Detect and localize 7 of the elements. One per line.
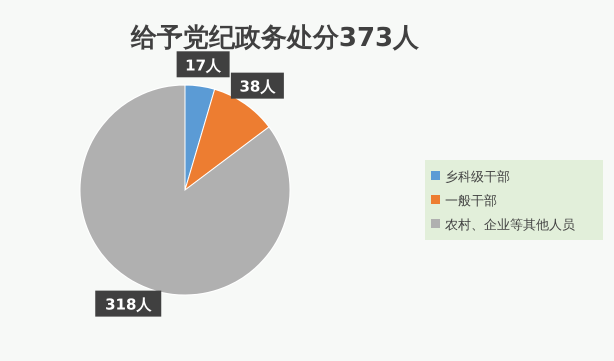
chart-title: 给予党纪政务处分373人 — [130, 23, 420, 53]
legend-label: 乡科级干部 — [445, 170, 510, 185]
data-label: 17人 — [185, 56, 222, 74]
data-label: 38人 — [239, 78, 276, 96]
data-label: 318人 — [105, 296, 152, 314]
legend-label: 一般干部 — [445, 194, 497, 209]
legend-label: 农村、企业等其他人员 — [445, 218, 575, 233]
